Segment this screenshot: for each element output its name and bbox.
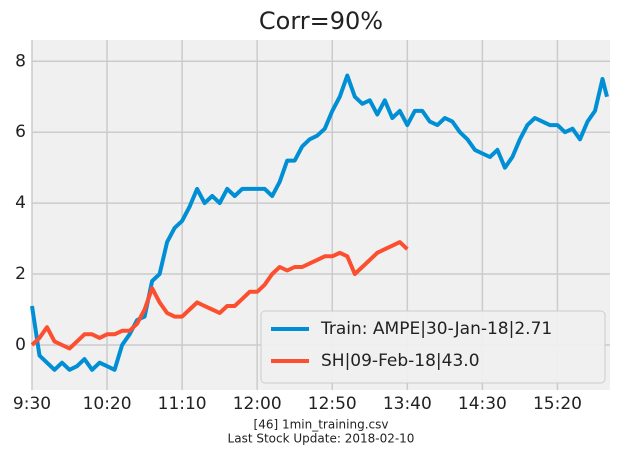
x-tick-label: 15:20 (533, 394, 582, 414)
footer: [46] 1min_training.csv (254, 418, 389, 432)
x-tick-label: 12:00 (233, 394, 282, 414)
x-tick-label: 13:40 (383, 394, 432, 414)
x-tick-label: 12:50 (308, 394, 357, 414)
y-tick-label: 0 (15, 335, 26, 355)
legend-label: SH|09-Feb-18|43.0 (321, 351, 480, 371)
footer: Last Stock Update: 2018-02-10 (228, 432, 415, 446)
line (30, 240, 409, 351)
x-tick-label: 9:30 (13, 394, 51, 414)
chart-title: Corr=90% (259, 7, 383, 35)
y-tick-label: 6 (15, 122, 26, 142)
legend-box (260, 310, 606, 384)
y-tick-label: 4 (15, 193, 26, 213)
y-tick-label: 8 (15, 51, 26, 71)
x-tick-label: 14:30 (458, 394, 507, 414)
y-tick-label: 2 (15, 264, 26, 284)
legend-label: Train: AMPE|30-Jan-18|2.71 (320, 319, 552, 339)
line (30, 73, 609, 372)
x-tick-label: 10:20 (83, 394, 132, 414)
x-tick-label: 11:10 (158, 394, 207, 414)
